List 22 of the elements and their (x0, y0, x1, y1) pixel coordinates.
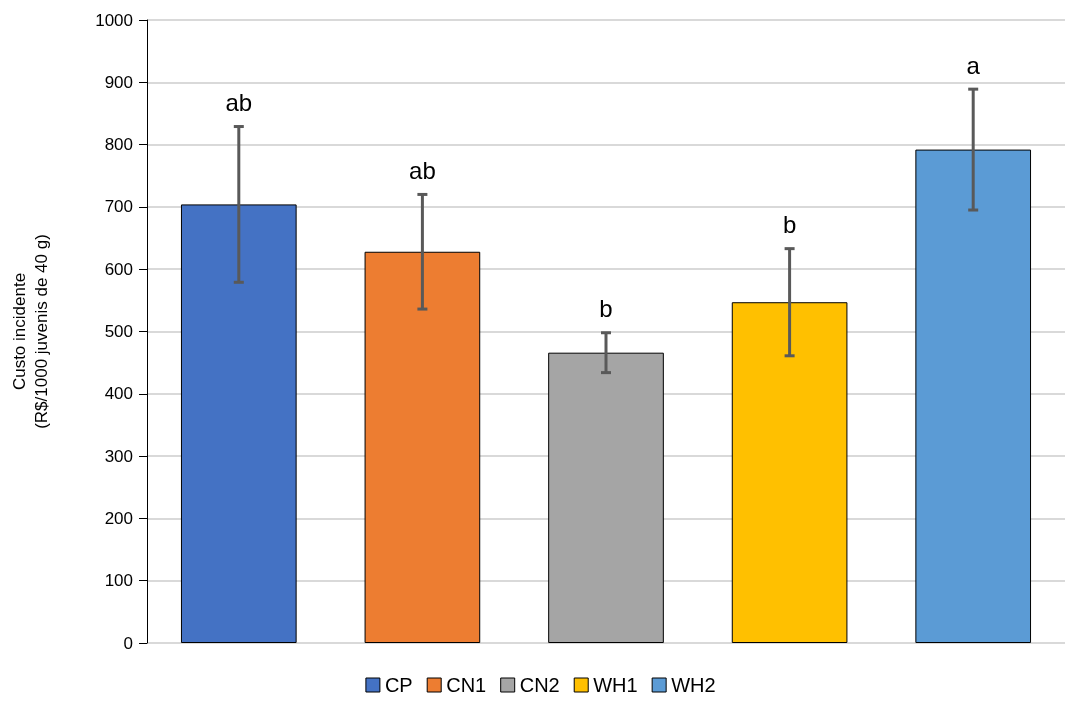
y-tick-label: 100 (104, 571, 133, 591)
y-tick-label: 900 (104, 72, 133, 92)
annotation: b (782, 211, 797, 239)
legend-label: CN2 (519, 674, 560, 696)
legend-label: WH1 (593, 674, 638, 696)
y-tick-label: 800 (104, 135, 133, 155)
y-tick-label: 300 (104, 446, 133, 466)
y-axis-title: Custo incidente (R$/1000 juvenis de 40 g) (9, 234, 51, 429)
y-tick-label: 500 (104, 322, 133, 341)
y-tick-label: 400 (104, 384, 133, 404)
annotation: a (966, 51, 981, 79)
y-tick-label: 700 (104, 197, 133, 217)
y-tick-label: 0 (123, 633, 133, 653)
legend-label: CP (384, 674, 413, 696)
y-tick-label: 1000 (95, 10, 133, 30)
annotation: ab (225, 89, 253, 117)
legend-label: WH2 (671, 674, 716, 696)
y-tick-label: 600 (104, 259, 133, 279)
annotation: b (599, 295, 613, 323)
y-tick-label: 200 (104, 508, 133, 528)
annotation: ab (409, 156, 436, 184)
legend-label: CN1 (446, 674, 487, 696)
